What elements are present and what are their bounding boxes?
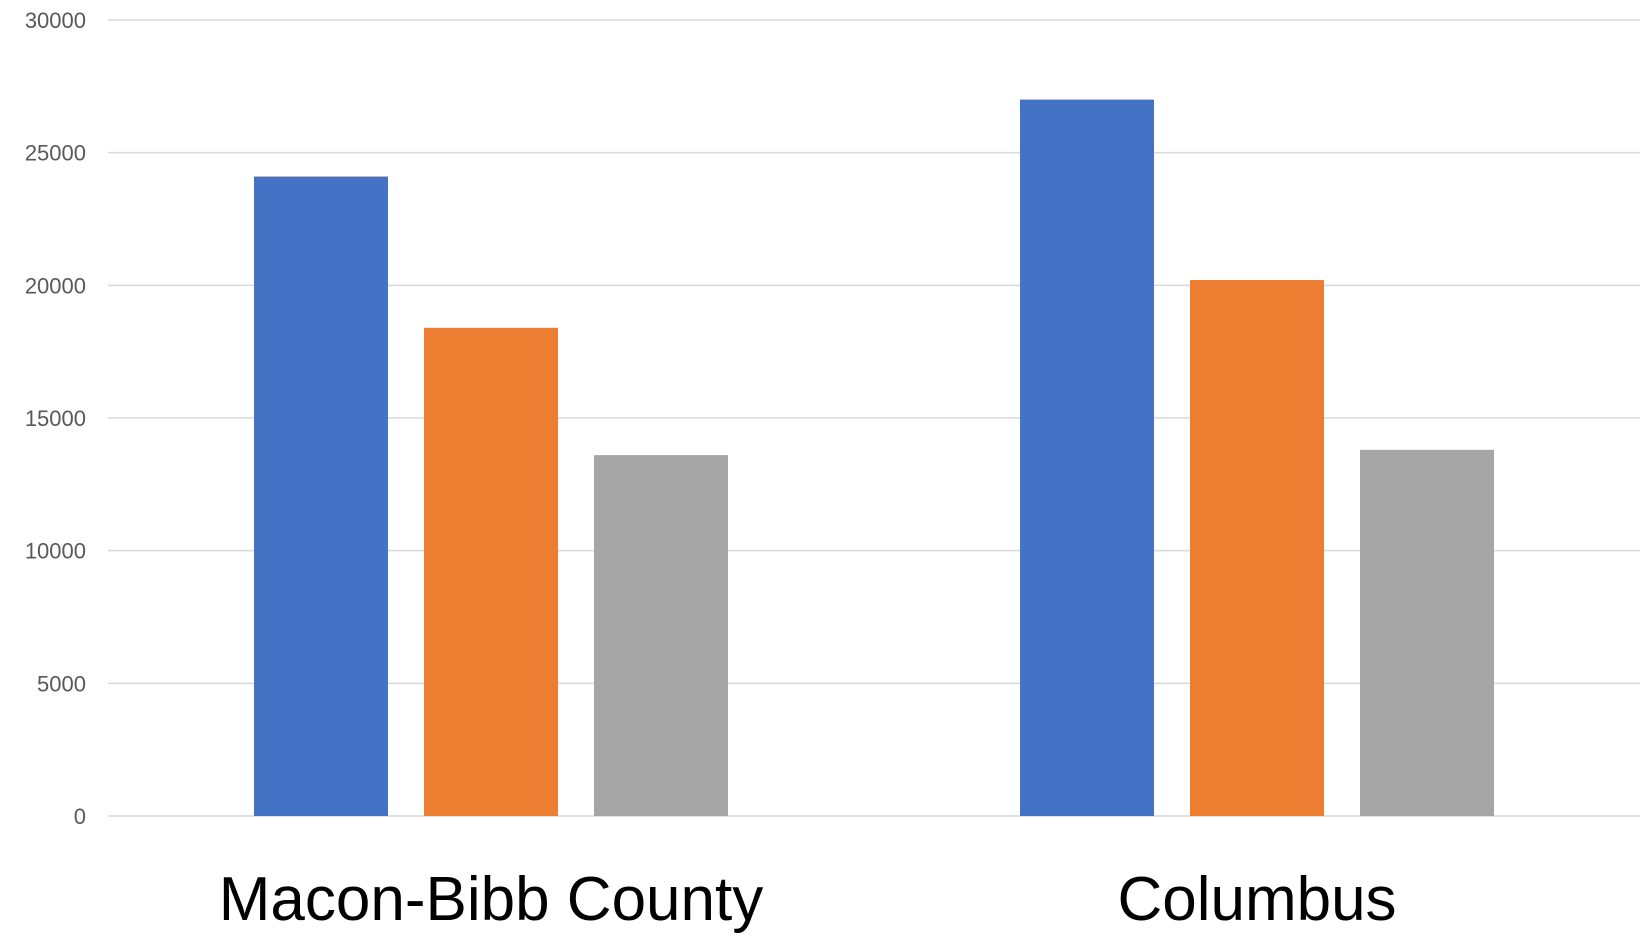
bars [254, 99, 1494, 817]
bar [594, 455, 728, 816]
x-category-label: Columbus [1117, 865, 1396, 934]
bar [1020, 99, 1154, 817]
y-tick-label: 20000 [25, 273, 86, 298]
y-tick-label: 0 [74, 804, 86, 829]
y-tick-label: 30000 [25, 8, 86, 33]
bar [254, 176, 388, 817]
y-tick-label: 10000 [25, 539, 86, 564]
bar [424, 327, 558, 816]
bar [1360, 449, 1494, 816]
y-tick-label: 15000 [25, 406, 86, 431]
bar [1190, 280, 1324, 816]
x-axis-category-labels: Macon-Bibb County Columbus [219, 865, 1397, 934]
y-tick-label: 5000 [37, 671, 86, 696]
x-category-label: Macon-Bibb County [219, 865, 764, 934]
y-axis-tick-labels: 0 5000 10000 15000 20000 25000 30000 [25, 8, 86, 829]
y-tick-label: 25000 [25, 141, 86, 166]
